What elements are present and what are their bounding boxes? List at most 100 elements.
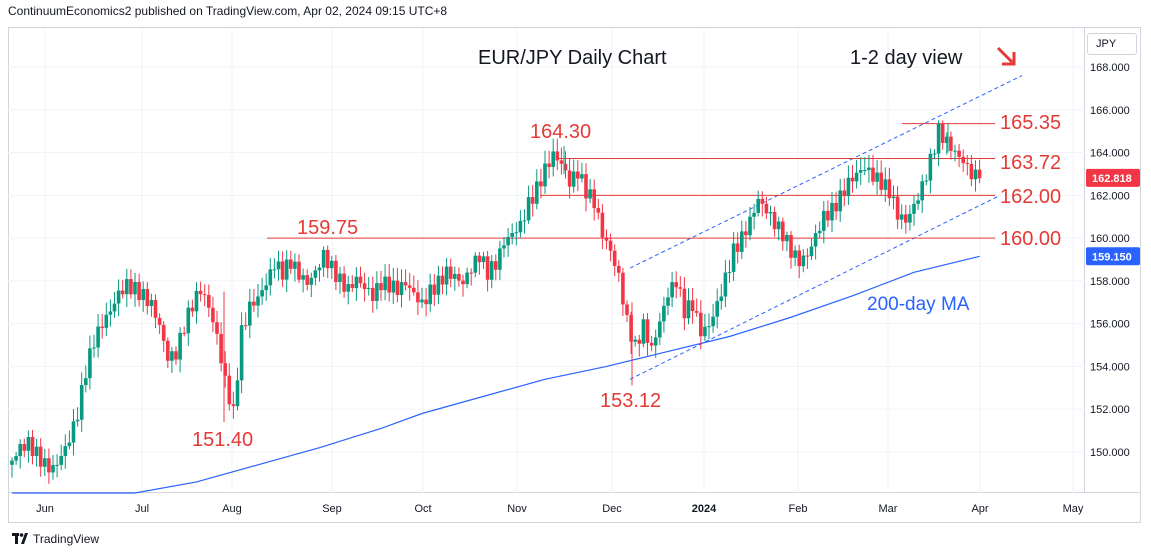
x-tick-label: Apr [971,503,988,515]
candle-body [776,221,781,230]
price-axis[interactable] [1085,27,1141,493]
candle-body [416,292,420,303]
chart-title: EUR/JPY Daily Chart [478,47,667,69]
candle-body [477,255,482,263]
candle-body [211,307,215,323]
candle-body [67,442,72,447]
candle-body [547,163,551,168]
candle-body [748,216,752,236]
candle-body [830,202,834,221]
candle-body [235,380,240,407]
candle-body [502,245,506,249]
candle-body [243,325,248,327]
candle-body [731,243,736,272]
chart-pane[interactable] [8,27,1085,493]
candle-body [936,123,941,154]
y-tick-label: 160.000 [1090,233,1130,245]
candle-body [161,324,166,341]
candle-body [379,283,383,291]
candle-body [752,212,756,217]
candle-body [969,163,974,180]
candle-body [272,269,277,271]
candle-body [957,150,961,157]
y-tick-label: 154.000 [1090,361,1130,373]
candle-body [395,280,400,296]
candle-body [756,198,760,213]
candle-body [194,290,199,312]
candle-body [391,280,396,293]
candle-body [178,332,182,360]
candle-body [588,189,592,199]
candle-body [485,256,490,280]
candle-body [297,261,301,280]
candle-body [580,174,584,179]
candle-body [207,294,211,308]
candle-body [256,296,260,306]
candle-body [293,261,297,269]
candle-body [71,421,76,443]
candle-body [112,303,117,312]
x-tick-label: Oct [414,503,431,515]
candle-body [551,151,555,168]
candle-body [793,250,797,258]
candle-body [448,266,453,279]
candle-body [174,351,178,360]
candle-body [879,172,883,190]
annotation-151-40: 151.40 [192,429,253,451]
candle-body [453,273,457,279]
candle-body [871,167,875,182]
candle-body [953,150,957,152]
candle-body [268,269,273,286]
candle-body [535,181,539,204]
candle-body [522,220,527,222]
candle-body [633,339,637,342]
candle-body [330,260,334,269]
candle-body [264,285,268,291]
candle-body [362,283,367,290]
channel-lower-line [629,194,1001,380]
candle-body [584,174,588,199]
candle-body [137,281,141,301]
price-tag-label: 162.818 [1092,173,1132,185]
x-tick-label: Dec [602,503,622,515]
currency-label[interactable]: JPY [1087,33,1137,55]
level-label-163-72: 163.72 [1000,152,1061,174]
candle-body [571,171,576,187]
candle-body [514,232,519,234]
candle-body [133,281,137,295]
candle-body [740,231,744,252]
candle-body [596,208,601,213]
candle-body [145,289,150,306]
candle-body [432,284,437,295]
candle-body [407,285,412,288]
candle-body [473,255,478,273]
candle-body [420,299,424,303]
candle-body [690,300,695,312]
candle-body [838,190,842,212]
candle-body [248,301,252,326]
candle-body [92,347,96,349]
candle-body [563,163,568,171]
candle-body [104,314,109,328]
candle-body [768,212,773,214]
candle-body [489,261,494,280]
y-tick-label: 164.000 [1090,148,1130,160]
footer[interactable]: TradingView [12,532,99,546]
candle-body [34,446,39,456]
candle-body [883,179,888,190]
candle-body [108,311,113,315]
candle-body [510,233,514,238]
x-tick-label: Sep [322,503,342,515]
candle-body [412,287,416,293]
candle-body [621,272,625,305]
candle-body [608,240,613,251]
price-tag-label: 159.150 [1092,251,1132,263]
x-tick-label: Aug [222,503,242,515]
candle-body [846,177,851,197]
channel-upper-line [629,75,1023,269]
candle-body [289,259,293,269]
time-axis[interactable] [8,493,1141,523]
candle-body [305,275,309,285]
candle-body [653,337,658,346]
candle-body [735,243,740,252]
